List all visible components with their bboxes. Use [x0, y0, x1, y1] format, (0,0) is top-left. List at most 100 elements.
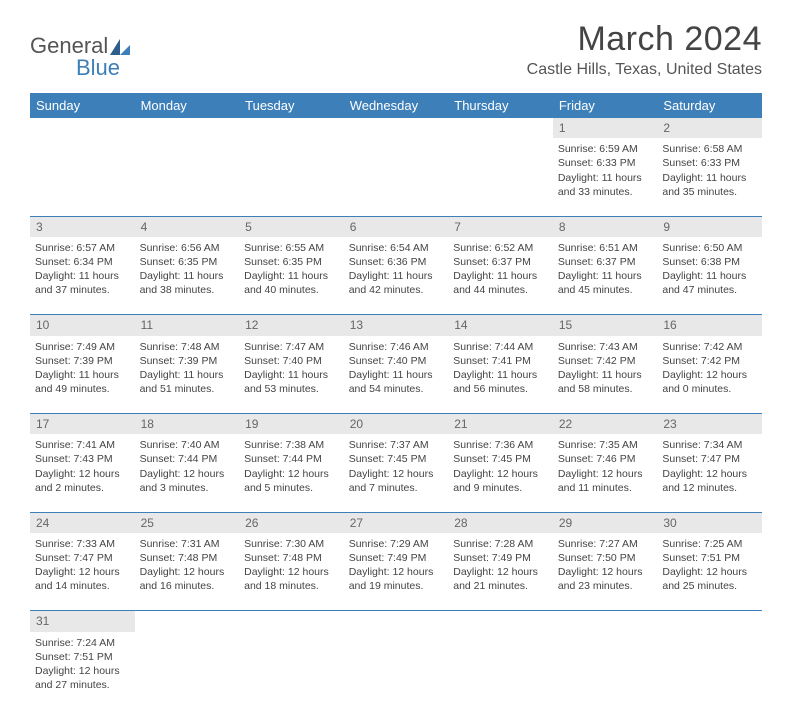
title-block: March 2024 Castle Hills, Texas, United S… [30, 20, 762, 79]
day-content-cell: Sunrise: 7:31 AMSunset: 7:48 PMDaylight:… [135, 533, 240, 611]
daylight-line-2: and 51 minutes. [140, 382, 235, 396]
day-content-cell: Sunrise: 7:29 AMSunset: 7:49 PMDaylight:… [344, 533, 449, 611]
sunrise: Sunrise: 7:28 AM [453, 537, 548, 551]
day-number-cell: 22 [553, 414, 658, 435]
sunrise: Sunrise: 7:48 AM [140, 340, 235, 354]
sunset: Sunset: 7:39 PM [140, 354, 235, 368]
daylight-line-2: and 37 minutes. [35, 283, 130, 297]
day-number-cell: 8 [553, 216, 658, 237]
day-number-cell: 12 [239, 315, 344, 336]
sunset: Sunset: 6:35 PM [140, 255, 235, 269]
daylight-line-1: Daylight: 12 hours [35, 467, 130, 481]
day-number-cell: 20 [344, 414, 449, 435]
day-number-cell: 6 [344, 216, 449, 237]
sunset: Sunset: 6:37 PM [558, 255, 653, 269]
day-content-cell: Sunrise: 7:36 AMSunset: 7:45 PMDaylight:… [448, 434, 553, 512]
daylight-line-1: Daylight: 12 hours [140, 565, 235, 579]
sunrise: Sunrise: 7:38 AM [244, 438, 339, 452]
daylight-line-1: Daylight: 12 hours [349, 467, 444, 481]
daylight-line-1: Daylight: 12 hours [140, 467, 235, 481]
sunset: Sunset: 7:42 PM [558, 354, 653, 368]
day-content-cell: Sunrise: 7:28 AMSunset: 7:49 PMDaylight:… [448, 533, 553, 611]
sunset: Sunset: 6:33 PM [558, 156, 653, 170]
daylight-line-2: and 47 minutes. [662, 283, 757, 297]
daylight-line-1: Daylight: 11 hours [453, 269, 548, 283]
sunrise: Sunrise: 7:31 AM [140, 537, 235, 551]
sunrise: Sunrise: 7:25 AM [662, 537, 757, 551]
daylight-line-2: and 38 minutes. [140, 283, 235, 297]
day-content-cell: Sunrise: 6:58 AMSunset: 6:33 PMDaylight:… [657, 138, 762, 216]
sunrise: Sunrise: 6:51 AM [558, 241, 653, 255]
day-number-cell: 18 [135, 414, 240, 435]
daylight-line-1: Daylight: 11 hours [558, 171, 653, 185]
sunset: Sunset: 6:37 PM [453, 255, 548, 269]
day-number-cell: 30 [657, 512, 762, 533]
daylight-line-1: Daylight: 11 hours [349, 269, 444, 283]
daylight-line-2: and 33 minutes. [558, 185, 653, 199]
day-content-cell: Sunrise: 6:57 AMSunset: 6:34 PMDaylight:… [30, 237, 135, 315]
day-content-cell: Sunrise: 6:56 AMSunset: 6:35 PMDaylight:… [135, 237, 240, 315]
day-number-cell: 11 [135, 315, 240, 336]
sunrise: Sunrise: 7:47 AM [244, 340, 339, 354]
day-content-cell [135, 632, 240, 710]
day-content-cell [553, 632, 658, 710]
sunrise: Sunrise: 6:50 AM [662, 241, 757, 255]
daylight-line-2: and 11 minutes. [558, 481, 653, 495]
day-number-cell: 25 [135, 512, 240, 533]
sunrise: Sunrise: 7:40 AM [140, 438, 235, 452]
day-header: Wednesday [344, 93, 449, 118]
day-content-cell: Sunrise: 7:43 AMSunset: 7:42 PMDaylight:… [553, 336, 658, 414]
daylight-line-2: and 49 minutes. [35, 382, 130, 396]
sunset: Sunset: 6:36 PM [349, 255, 444, 269]
day-number-cell: 29 [553, 512, 658, 533]
sunset: Sunset: 7:40 PM [244, 354, 339, 368]
day-number-cell: 26 [239, 512, 344, 533]
daynum-row: 10111213141516 [30, 315, 762, 336]
daylight-line-2: and 58 minutes. [558, 382, 653, 396]
sunset: Sunset: 7:43 PM [35, 452, 130, 466]
sunset: Sunset: 7:44 PM [244, 452, 339, 466]
day-content-cell: Sunrise: 7:25 AMSunset: 7:51 PMDaylight:… [657, 533, 762, 611]
day-header-row: Sunday Monday Tuesday Wednesday Thursday… [30, 93, 762, 118]
daylight-line-2: and 21 minutes. [453, 579, 548, 593]
day-content-cell: Sunrise: 7:47 AMSunset: 7:40 PMDaylight:… [239, 336, 344, 414]
daylight-line-2: and 16 minutes. [140, 579, 235, 593]
daylight-line-1: Daylight: 12 hours [558, 467, 653, 481]
daylight-line-2: and 40 minutes. [244, 283, 339, 297]
day-number-cell: 1 [553, 118, 658, 138]
daylight-line-1: Daylight: 11 hours [244, 269, 339, 283]
sunrise: Sunrise: 7:27 AM [558, 537, 653, 551]
daylight-line-2: and 35 minutes. [662, 185, 757, 199]
sunset: Sunset: 6:33 PM [662, 156, 757, 170]
day-content-cell: Sunrise: 7:44 AMSunset: 7:41 PMDaylight:… [448, 336, 553, 414]
sunset: Sunset: 7:45 PM [349, 452, 444, 466]
day-number-cell [448, 118, 553, 138]
daylight-line-2: and 45 minutes. [558, 283, 653, 297]
daylight-line-1: Daylight: 11 hours [140, 269, 235, 283]
daylight-line-2: and 54 minutes. [349, 382, 444, 396]
day-header: Sunday [30, 93, 135, 118]
daylight-line-2: and 44 minutes. [453, 283, 548, 297]
day-content-cell: Sunrise: 7:49 AMSunset: 7:39 PMDaylight:… [30, 336, 135, 414]
day-content-cell: Sunrise: 7:35 AMSunset: 7:46 PMDaylight:… [553, 434, 658, 512]
day-number-cell [135, 118, 240, 138]
daylight-line-2: and 0 minutes. [662, 382, 757, 396]
daylight-line-2: and 12 minutes. [662, 481, 757, 495]
day-content-cell: Sunrise: 6:59 AMSunset: 6:33 PMDaylight:… [553, 138, 658, 216]
day-content-cell [448, 138, 553, 216]
day-content-cell: Sunrise: 6:55 AMSunset: 6:35 PMDaylight:… [239, 237, 344, 315]
sunset: Sunset: 7:41 PM [453, 354, 548, 368]
day-content-cell [448, 632, 553, 710]
daylight-line-1: Daylight: 11 hours [140, 368, 235, 382]
sunset: Sunset: 7:50 PM [558, 551, 653, 565]
day-number-cell: 19 [239, 414, 344, 435]
sunset: Sunset: 7:48 PM [244, 551, 339, 565]
daylight-line-2: and 42 minutes. [349, 283, 444, 297]
day-number-cell [30, 118, 135, 138]
sunrise: Sunrise: 7:35 AM [558, 438, 653, 452]
day-number-cell: 21 [448, 414, 553, 435]
sunrise: Sunrise: 7:33 AM [35, 537, 130, 551]
daynum-row: 24252627282930 [30, 512, 762, 533]
day-content-cell: Sunrise: 7:46 AMSunset: 7:40 PMDaylight:… [344, 336, 449, 414]
sunrise: Sunrise: 7:36 AM [453, 438, 548, 452]
